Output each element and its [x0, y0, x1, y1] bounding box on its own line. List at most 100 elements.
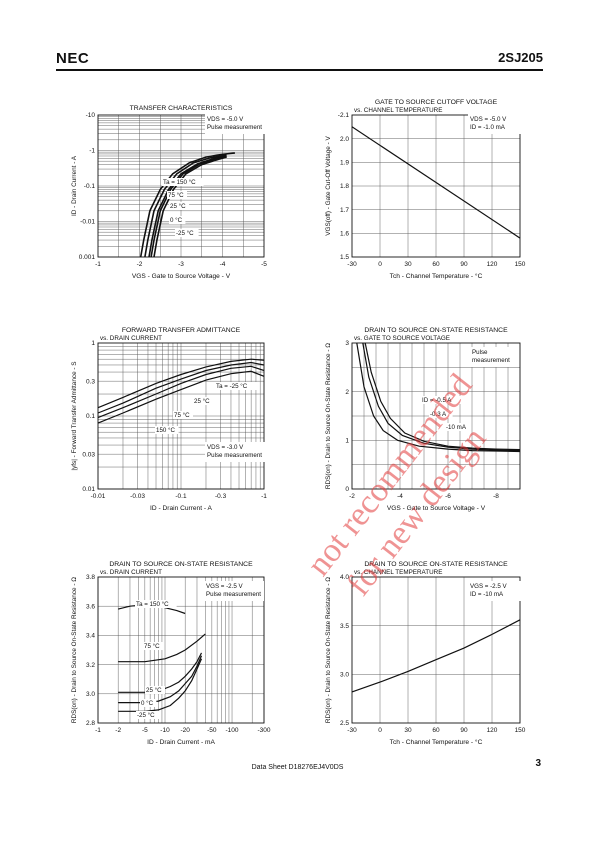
series-line [153, 156, 227, 258]
legend-entry: VGS = -2.5 V [206, 583, 243, 590]
y-tick-label: -1 [89, 148, 95, 155]
chart-title: DRAIN TO SOURCE ON-STATE RESISTANCE [364, 561, 508, 568]
chart-forward-transfer-admittance: -0.01 -0.03 -0.1 -0.3 -1 0.01 0.03 0.1 0.3 1 FORWA… [71, 327, 267, 512]
legend-entry: VDS = -5.0 V [470, 116, 507, 123]
annotation-bg [169, 216, 186, 224]
annotation-label: 0 °C [141, 700, 154, 707]
y-tick-label: -2.1 [338, 112, 350, 119]
gridlines [352, 343, 520, 489]
x-axis-label: ID - Drain Current - mA [147, 739, 215, 746]
x-tick-label: 90 [460, 727, 468, 734]
annotation-bg [215, 382, 257, 390]
x-tick-label: -3 [178, 261, 184, 268]
legend-entry: VDS = -5.0 V [207, 116, 244, 123]
y-tick-label: 1.7 [340, 207, 349, 214]
x-tick-label: 150 [515, 261, 526, 268]
x-tick-label: 30 [404, 727, 412, 734]
y-tick-label: 2 [345, 389, 349, 396]
annotation-bg [136, 711, 160, 719]
annotation-bg [140, 699, 157, 707]
annotation-bg [162, 178, 204, 186]
x-tick-label: 120 [487, 727, 498, 734]
x-tick-label: 0 [378, 261, 382, 268]
x-tick-label: 120 [487, 261, 498, 268]
x-tick-label: -30 [347, 261, 357, 268]
y-axis-label: VGS(off) - Gate Cut-Off Voltage - V [325, 135, 332, 235]
x-axis-label: VGS - Gate to Source Voltage - V [387, 505, 486, 512]
y-axis-label: ID - Drain Current - A [71, 155, 78, 216]
annotation-bg [445, 423, 469, 431]
y-tick-label: 3.6 [86, 603, 95, 610]
y-tick-label: 1.5 [340, 254, 349, 261]
y-tick-label: 1.8 [340, 183, 349, 190]
y-axis-label: RDS(on) - Drain to Source On-State Resis… [71, 577, 78, 723]
y-tick-label: -0.01 [80, 219, 95, 226]
annotation-label: -10 mA [446, 424, 467, 431]
chart-transfer-characteristics: -1 -2 -3 -4 -5 0.001 -0.01 -0.1 -1 -10 TRANSFER CH… [71, 105, 267, 280]
annotation-label: 150 °C [156, 427, 176, 434]
annotation-label: 25 °C [194, 398, 210, 405]
y-tick-label: 1 [345, 438, 349, 445]
series-line [97, 358, 265, 409]
annotation-label: 25 °C [146, 687, 162, 694]
y-tick-label: 1.9 [340, 160, 349, 167]
x-tick-label: -10 [160, 727, 170, 734]
x-axis-label: VGS - Gate to Source Voltage - V [132, 273, 231, 280]
series-line [118, 655, 203, 704]
series-line [118, 633, 206, 663]
annotation-label: -25 °C [137, 712, 155, 719]
annotation-bg [175, 229, 199, 237]
annotation-bg [143, 642, 163, 650]
legend-box [205, 114, 265, 134]
y-tick-label: 3.0 [340, 672, 349, 679]
part-number: 2SJ205 [498, 50, 543, 65]
y-tick-label: 3.2 [86, 662, 95, 669]
annotation-label: Ta = -25 °C [216, 383, 248, 390]
x-tick-label: -5 [261, 261, 267, 268]
legend-entry: ID = -10 mA [470, 591, 504, 598]
chart-rds-vs-temperature: -30 0 30 60 90 120 150 2.5 3.0 3.5 4.0 DRAIN TO SOU… [325, 561, 528, 746]
x-tick-label: 150 [515, 727, 526, 734]
legend-box [204, 581, 264, 601]
annotation-bg [155, 426, 179, 434]
x-tick-label: -2 [137, 261, 143, 268]
x-tick-label: -4 [220, 261, 226, 268]
x-tick-label: -20 [180, 727, 190, 734]
x-tick-label: -0.3 [215, 493, 227, 500]
y-tick-label: 0.001 [79, 254, 96, 261]
x-axis-label: ID - Drain Current - A [150, 505, 213, 512]
x-tick-label: -100 [226, 727, 239, 734]
y-tick-label: 3.8 [86, 574, 95, 581]
y-axis-label: RDS(on) - Drain to Source On-State Resis… [325, 577, 332, 723]
series-line [118, 658, 203, 712]
x-tick-label: -8 [493, 493, 499, 500]
annotation-label: Ta = 150 °C [163, 179, 196, 186]
page-number: 3 [535, 758, 541, 769]
annotation-label: 75 °C [168, 192, 184, 199]
legend-entry: Pulse [472, 349, 488, 356]
annotation-label: -0.3 A [430, 411, 447, 418]
gridlines [352, 577, 520, 723]
legend-entry: VDS = -3.0 V [207, 444, 244, 451]
y-tick-label: 3.0 [86, 691, 95, 698]
x-tick-label: -5 [142, 727, 148, 734]
series-line [356, 342, 521, 453]
x-tick-label: -2 [349, 493, 355, 500]
y-tick-label: 0.3 [86, 378, 95, 385]
brand-logo: NEC [56, 50, 90, 67]
x-tick-label: -0.03 [130, 493, 145, 500]
y-tick-label: -10 [86, 112, 96, 119]
x-tick-label: -6 [445, 493, 451, 500]
x-tick-label: -30 [347, 727, 357, 734]
legend-entry: VGS = -2.5 V [470, 583, 507, 590]
x-tick-label: -50 [207, 727, 217, 734]
y-tick-label: 0.1 [86, 413, 95, 420]
x-tick-label: -4 [397, 493, 403, 500]
y-axis-label: RDS(on) - Drain to Source On-State Resis… [325, 343, 332, 489]
series-line [97, 370, 265, 424]
x-tick-label: -0.1 [175, 493, 187, 500]
y-tick-label: 3.4 [86, 633, 95, 640]
plot-frame [351, 114, 521, 258]
chart-title: FORWARD TRANSFER ADMITTANCE [122, 327, 241, 334]
annotation-label: 75 °C [144, 643, 160, 650]
